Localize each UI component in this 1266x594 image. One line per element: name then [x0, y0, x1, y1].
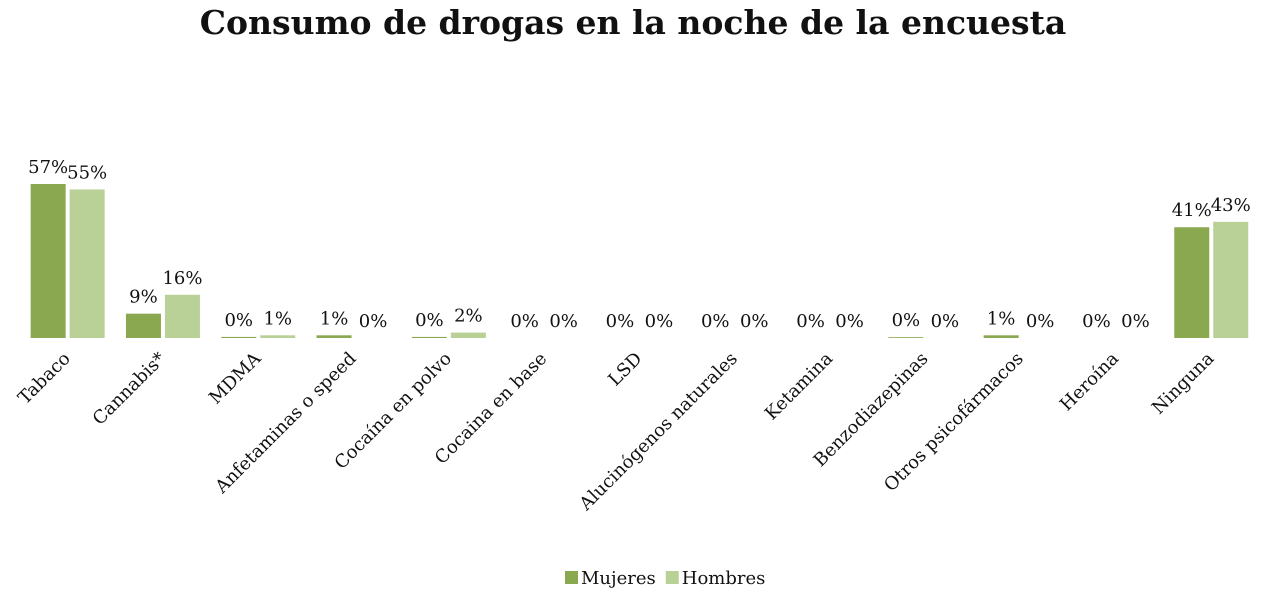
data-label: 0%: [740, 311, 769, 332]
data-label: 1%: [320, 308, 349, 329]
data-label: 55%: [67, 162, 107, 183]
bar: [888, 337, 924, 338]
data-label: 0%: [359, 311, 388, 332]
bar: [1174, 227, 1210, 338]
x-tick-label: Alucinógenos naturales: [575, 348, 742, 515]
bar: [125, 313, 161, 338]
data-label: 43%: [1211, 195, 1251, 216]
bar: [316, 335, 352, 338]
data-label: 16%: [162, 268, 202, 289]
data-label: 9%: [129, 287, 158, 308]
data-label: 0%: [510, 311, 539, 332]
x-tick-label: Tabaco: [14, 348, 74, 408]
x-tick-label: Cannabis*: [89, 348, 170, 429]
data-label: 0%: [645, 311, 674, 332]
legend-swatch: [565, 571, 578, 584]
data-label: 0%: [224, 310, 253, 331]
bar: [411, 336, 447, 338]
data-label: 1%: [987, 308, 1016, 329]
data-label: 0%: [835, 311, 864, 332]
bar: [221, 336, 257, 338]
legend-swatch: [665, 571, 679, 584]
x-tick-label: LSD: [604, 348, 646, 390]
data-label: 0%: [931, 311, 960, 332]
data-label: 1%: [263, 308, 292, 329]
bar: [69, 189, 105, 338]
data-label: 0%: [892, 310, 921, 331]
data-label: 0%: [1026, 311, 1055, 332]
bar: [450, 332, 486, 338]
data-label: 57%: [28, 157, 68, 178]
data-label: 2%: [454, 306, 483, 327]
legend-label: Mujeres: [581, 568, 656, 589]
bar: [260, 335, 296, 338]
data-label: 0%: [1082, 311, 1111, 332]
data-label: 0%: [1121, 311, 1150, 332]
data-label: 41%: [1172, 200, 1212, 221]
data-label: 0%: [549, 311, 578, 332]
x-tick-label: Ketamina: [761, 348, 837, 424]
data-label: 0%: [606, 311, 635, 332]
data-label: 0%: [701, 311, 730, 332]
chart-title: Consumo de drogas en la noche de la encu…: [200, 3, 1067, 42]
bar: [164, 294, 200, 338]
bar: [30, 184, 66, 338]
legend-label: Hombres: [682, 568, 766, 589]
data-label: 0%: [796, 311, 825, 332]
bar: [1213, 221, 1249, 338]
x-tick-label: MDMA: [205, 348, 266, 409]
data-label: 0%: [415, 310, 444, 331]
x-tick-label: Heroína: [1056, 348, 1123, 415]
bar: [983, 335, 1019, 338]
x-tick-label: Ninguna: [1148, 348, 1219, 419]
